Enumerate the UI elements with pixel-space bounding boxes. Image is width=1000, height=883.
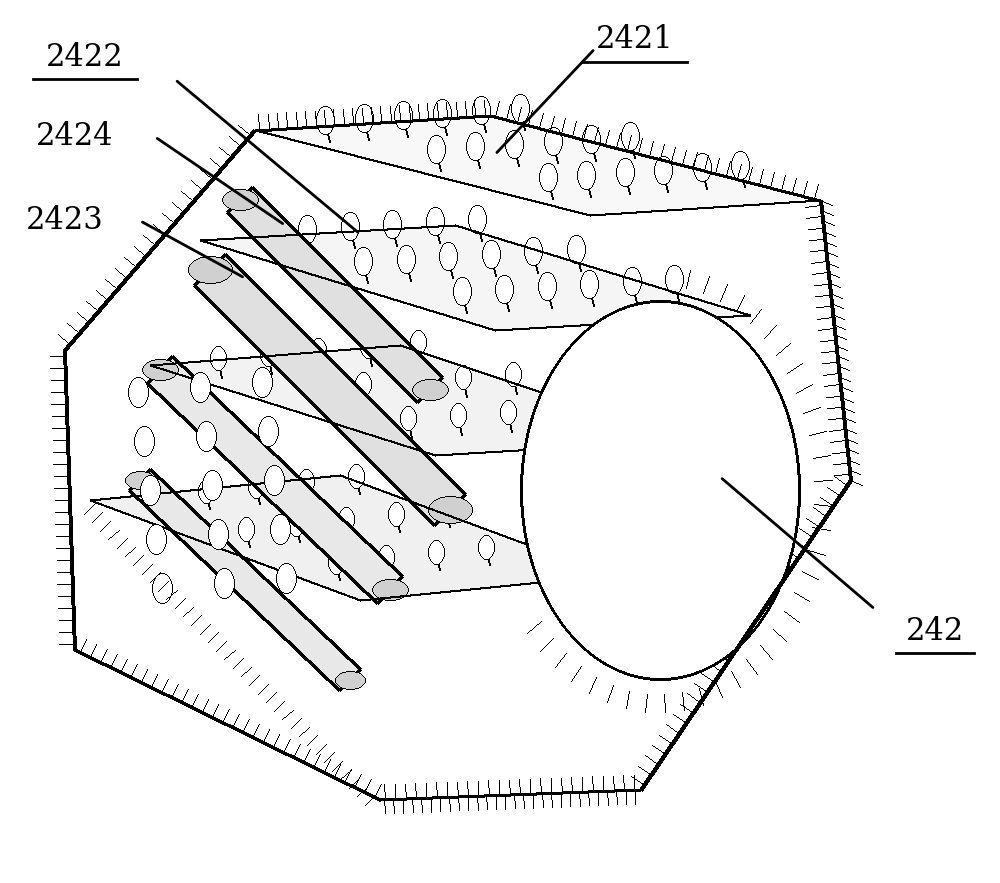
Text: 2423: 2423	[26, 205, 104, 237]
Text: 2424: 2424	[36, 121, 114, 153]
Text: 2421: 2421	[596, 24, 674, 56]
Text: 242: 242	[906, 615, 964, 647]
Text: 2422: 2422	[46, 42, 124, 73]
